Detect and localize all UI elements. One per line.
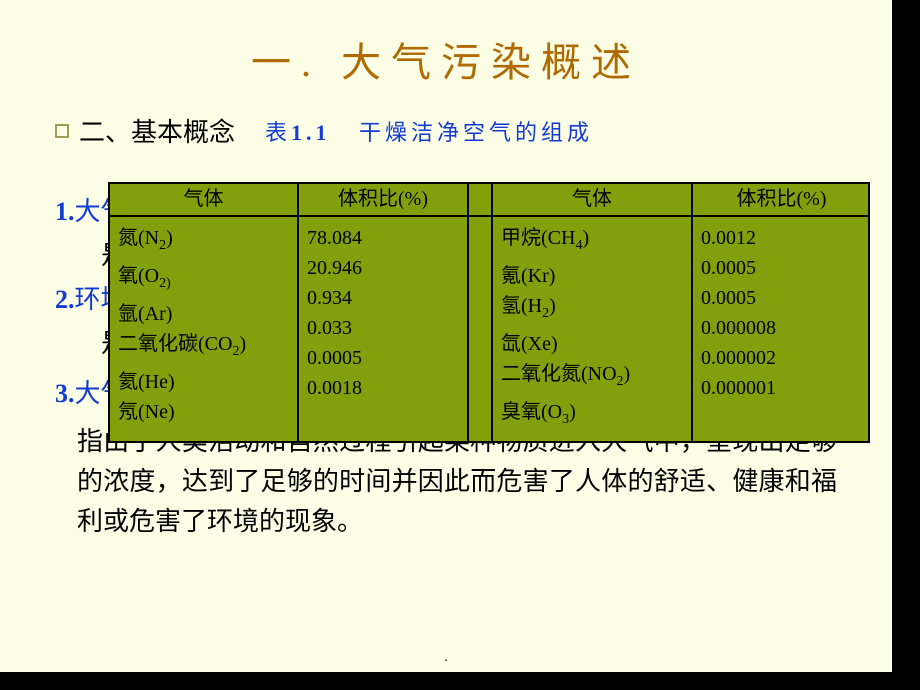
col-vol-left: 体积比(%)	[298, 184, 468, 216]
col-gas-left: 气体	[110, 184, 298, 216]
concepts-label: 二、基本概念	[79, 112, 235, 149]
concepts-row: 二、基本概念 表1.1 干燥洁净空气的组成	[55, 112, 837, 149]
caption-rest: 干燥洁净空气的组成	[359, 120, 593, 145]
cell-vol-right: 0.00120.00050.00050.0000080.0000020.0000…	[692, 216, 870, 441]
col-gap	[468, 184, 492, 216]
cell-vol-left: 78.08420.9460.9340.0330.00050.0018	[298, 216, 468, 441]
cell-gas-right: 甲烷(CH4)氪(Kr)氢(H2)氙(Xe)二氧化氮(NO2)臭氧(O3)	[492, 216, 692, 441]
caption-prefix: 表	[265, 120, 291, 145]
footer-dot: .	[444, 650, 448, 666]
col-gas-right: 气体	[492, 184, 692, 216]
item1-num: 1.	[55, 197, 75, 226]
cell-gap	[468, 216, 492, 441]
table-header-row: 气体 体积比(%) 气体 体积比(%)	[110, 184, 870, 216]
page-title: 一. 大气污染概述	[55, 30, 837, 88]
col-vol-right: 体积比(%)	[692, 184, 870, 216]
composition-table: 气体 体积比(%) 气体 体积比(%) 氮(N2)氧(O2)氩(Ar)二氧化碳(…	[108, 182, 870, 443]
table-caption: 表1.1 干燥洁净空气的组成	[265, 115, 593, 147]
caption-num: 1.1	[291, 120, 331, 145]
table-body-row: 氮(N2)氧(O2)氩(Ar)二氧化碳(CO2)氦(He)氖(Ne) 78.08…	[110, 216, 870, 441]
item2-num: 2.	[55, 285, 75, 314]
bullet-square-icon	[55, 124, 69, 138]
item3-num: 3.	[55, 379, 75, 408]
cell-gas-left: 氮(N2)氧(O2)氩(Ar)二氧化碳(CO2)氦(He)氖(Ne)	[110, 216, 298, 441]
